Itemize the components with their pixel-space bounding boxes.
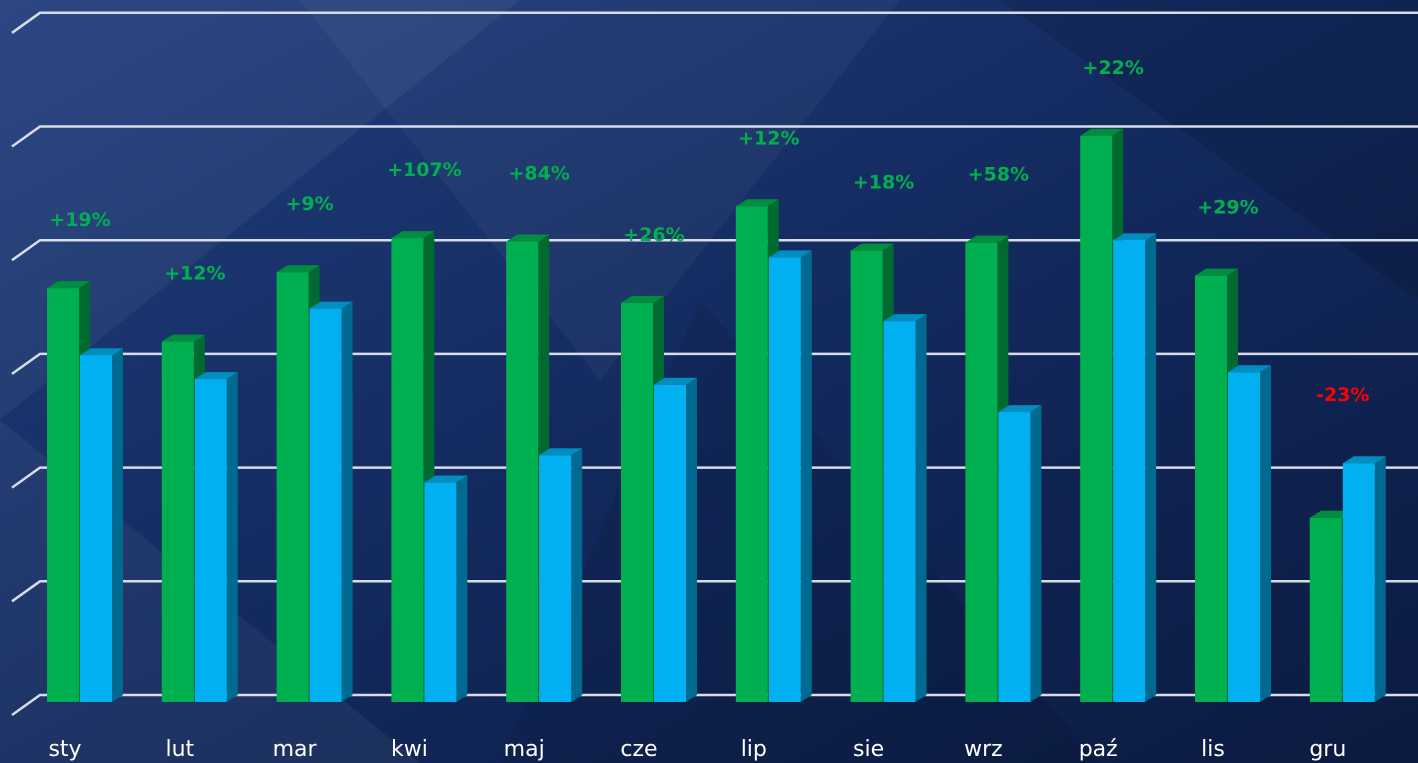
x-tick-label: maj — [504, 737, 545, 762]
bar — [998, 412, 1031, 702]
grid-line — [11, 11, 1418, 34]
bar-top — [735, 199, 779, 207]
bar-top — [506, 234, 550, 242]
bar — [1309, 517, 1342, 702]
bar-top — [654, 377, 697, 385]
bar-top — [1113, 233, 1157, 241]
bar-top — [276, 265, 320, 273]
bar-top — [424, 475, 468, 483]
bar-side — [1374, 456, 1386, 702]
bar — [965, 242, 998, 703]
annotation: +107% — [387, 159, 462, 181]
grid-line — [11, 352, 1418, 375]
bar — [1080, 135, 1113, 703]
bar — [1195, 275, 1227, 702]
bar-side — [686, 377, 697, 702]
grid-line — [11, 466, 1418, 489]
x-tick-label: sie — [853, 737, 884, 762]
annotation: +26% — [623, 224, 684, 246]
bar — [621, 302, 653, 702]
bar — [735, 206, 768, 702]
bar — [1342, 463, 1375, 702]
bar-side — [341, 301, 353, 702]
x-tick-label: paź — [1079, 737, 1118, 762]
x-tick-label: lip — [741, 737, 767, 762]
x-tick-label: kwi — [391, 737, 428, 762]
annotation: -23% — [1316, 384, 1369, 406]
x-tick-label: wrz — [964, 737, 1003, 762]
bar-side — [1145, 233, 1157, 703]
bar-top — [883, 314, 927, 322]
x-tick-label: gru — [1309, 737, 1346, 762]
bar — [506, 241, 539, 702]
annotation: +12% — [164, 263, 225, 285]
bar-side — [112, 348, 123, 702]
bar — [424, 482, 457, 702]
grid-line — [11, 580, 1418, 603]
bar-top — [768, 250, 812, 258]
bar — [654, 384, 686, 702]
bar — [1228, 372, 1260, 702]
annotation: +12% — [738, 127, 799, 149]
bar — [161, 341, 194, 702]
x-tick-label: mar — [273, 737, 318, 762]
bar — [768, 257, 801, 702]
x-tick-label: lis — [1201, 737, 1225, 762]
bar — [194, 379, 227, 702]
bar — [539, 455, 572, 702]
annotation: +9% — [286, 193, 334, 215]
bar — [850, 250, 883, 702]
bar-top — [965, 235, 1009, 243]
bar — [309, 308, 342, 702]
bar-top — [1342, 456, 1386, 464]
bar-top — [47, 281, 90, 289]
grid-line — [11, 125, 1418, 148]
bar — [80, 355, 112, 702]
bar — [47, 288, 79, 702]
grid-line — [11, 693, 1418, 717]
grid-line — [11, 238, 1418, 262]
bar-top — [850, 243, 894, 251]
bar-side — [571, 448, 583, 702]
x-tick-label: sty — [48, 737, 81, 762]
bar — [391, 238, 424, 702]
bar-side — [915, 314, 927, 702]
bar — [276, 272, 309, 702]
bar — [1113, 240, 1146, 703]
bar-top — [80, 348, 123, 356]
annotation: +58% — [968, 164, 1029, 186]
bar-top — [391, 231, 435, 239]
bg-shape — [300, 0, 900, 380]
bar-top — [1195, 268, 1238, 276]
annotation: +19% — [49, 209, 110, 231]
bar-side — [226, 372, 238, 702]
bar-top — [309, 301, 353, 309]
bar-side — [1030, 405, 1042, 702]
annotation: +18% — [853, 172, 914, 194]
bar — [883, 321, 916, 702]
bar-side — [1260, 365, 1271, 702]
bg-shape — [1000, 0, 1418, 300]
bar-side — [800, 250, 812, 703]
x-tick-label: cze — [620, 737, 657, 762]
bar-top — [539, 448, 583, 456]
bar-top — [1309, 510, 1353, 518]
annotation: +22% — [1082, 57, 1143, 79]
bar-top — [161, 334, 205, 342]
bar-top — [194, 372, 238, 380]
bar-side — [456, 475, 468, 702]
bar-top — [1080, 128, 1124, 136]
annotation: +84% — [508, 163, 569, 185]
x-tick-label: lut — [165, 737, 194, 762]
annotation: +29% — [1197, 197, 1258, 219]
bar-top — [621, 295, 664, 303]
bar-top — [998, 405, 1042, 413]
bar-top — [1228, 365, 1271, 373]
bg-shape — [0, 0, 520, 420]
